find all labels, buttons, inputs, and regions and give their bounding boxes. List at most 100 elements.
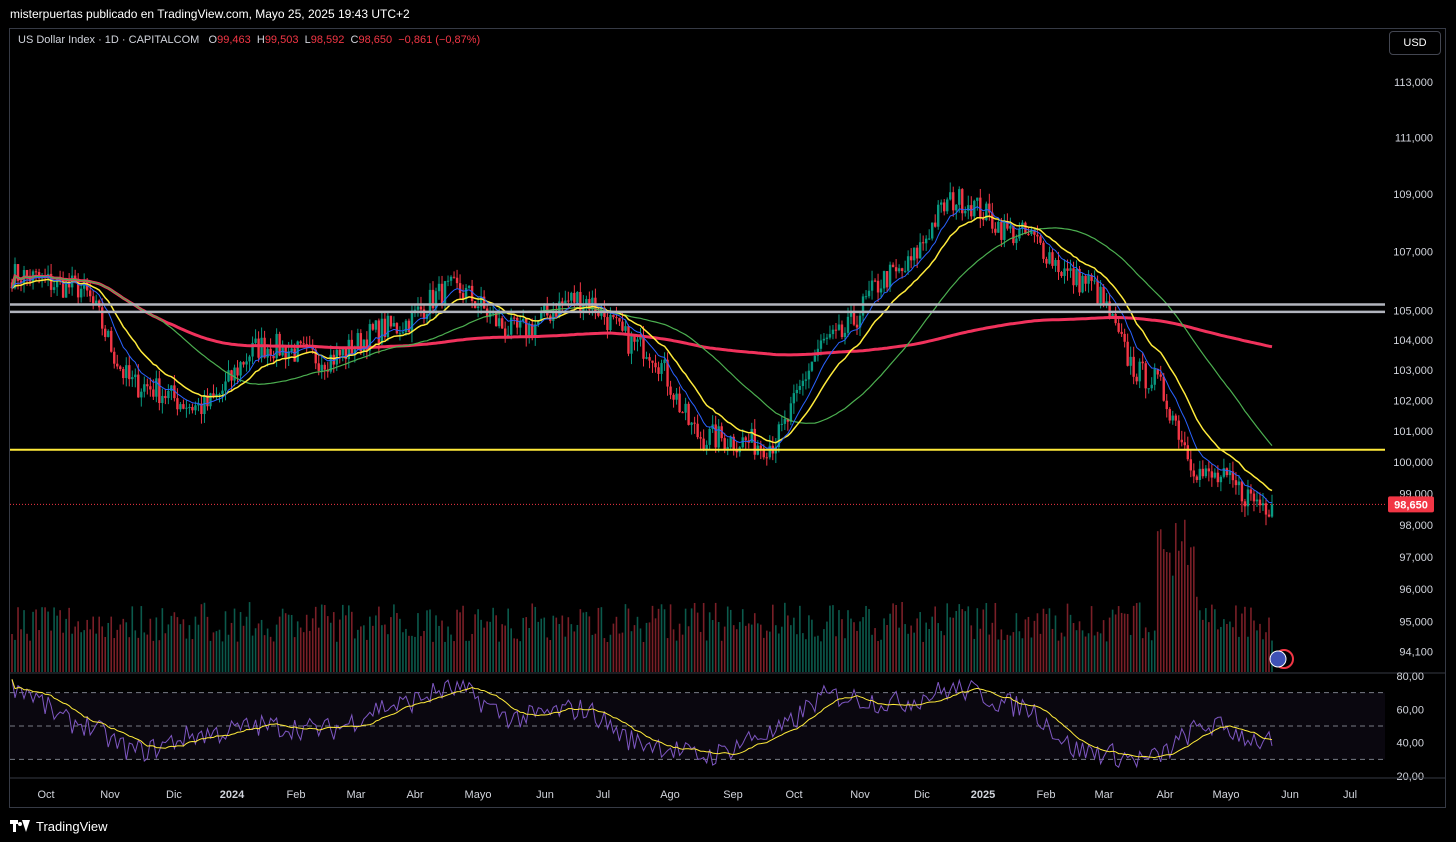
volume-bar — [372, 625, 374, 672]
volume-bar — [1262, 639, 1264, 672]
time-axis-tick: Jun — [536, 789, 554, 801]
volume-bar — [741, 609, 744, 672]
candle-body — [191, 407, 194, 411]
volume-bar — [1087, 633, 1090, 672]
volume-bar — [1108, 617, 1111, 672]
candle-body — [597, 311, 600, 316]
volume-bar — [850, 618, 852, 672]
candle-body — [624, 326, 627, 331]
volume-bar — [925, 622, 927, 672]
candle-body — [639, 335, 642, 340]
volume-bar — [447, 626, 449, 672]
candle-body — [864, 296, 868, 298]
volume-bar — [29, 640, 31, 672]
volume-bar — [958, 604, 961, 672]
candle-body — [428, 289, 432, 315]
volume-bar — [329, 622, 332, 672]
volume-bar — [77, 621, 79, 672]
candle-body — [179, 404, 182, 410]
volume-bar — [1205, 608, 1207, 672]
volume-bar — [994, 602, 997, 672]
volume-bar — [215, 631, 218, 672]
volume-bar — [732, 625, 735, 672]
candle-body — [1006, 221, 1009, 229]
candle-body — [988, 203, 991, 213]
candle-body — [125, 365, 128, 379]
volume-bar — [188, 625, 191, 672]
volume-bar — [901, 602, 903, 672]
candle-body — [149, 386, 152, 390]
candle-body — [813, 355, 817, 362]
candle-body — [1096, 280, 1099, 304]
volume-bar — [1250, 607, 1252, 672]
candle-body — [516, 317, 519, 328]
chart-frame — [9, 28, 1446, 808]
candle-body — [1264, 503, 1268, 515]
candle-body — [1039, 236, 1042, 243]
candle-body — [398, 333, 402, 335]
candle-body — [242, 362, 245, 365]
currency-button[interactable]: USD — [1389, 31, 1441, 55]
time-axis-tick: Jun — [1281, 789, 1299, 801]
volume-bar — [146, 634, 149, 672]
volume-bar — [1018, 631, 1021, 672]
candle-body — [1147, 388, 1150, 390]
volume-bar — [396, 613, 398, 672]
candle-body — [356, 333, 360, 350]
volume-bar — [1051, 628, 1054, 672]
volume-bar — [549, 640, 552, 672]
volume-bar — [1075, 630, 1078, 672]
candle-body — [1153, 368, 1156, 385]
volume-bar — [363, 625, 365, 672]
candle-body — [1075, 269, 1078, 286]
last-price-badge — [1388, 496, 1434, 513]
candle-body — [491, 312, 495, 314]
volume-bar — [729, 609, 732, 672]
volume-bar — [1033, 620, 1036, 672]
volume-bar — [86, 619, 88, 672]
candle-body — [537, 320, 540, 325]
candle-body — [34, 271, 38, 273]
candle-body — [633, 335, 636, 342]
volume-bar — [1138, 602, 1141, 672]
brand-label: TradingView — [36, 818, 108, 834]
candle-body — [669, 386, 672, 395]
candle-body — [1252, 493, 1256, 502]
candle-body — [389, 315, 393, 327]
volume-bar — [260, 619, 263, 672]
volume-bar — [991, 622, 994, 672]
candle-body — [906, 256, 910, 271]
candle-body — [137, 374, 140, 398]
candle-body — [173, 385, 176, 399]
volume-bar — [711, 620, 714, 672]
volume-bar — [1027, 616, 1030, 672]
volume-bar — [104, 636, 107, 672]
candle-body — [206, 395, 209, 407]
volume-bar — [1159, 529, 1162, 672]
volume-bar — [916, 618, 918, 672]
volume-bar — [678, 623, 681, 672]
candle-body — [540, 312, 543, 321]
volume-bar — [564, 636, 567, 672]
volume-bar — [1156, 531, 1159, 672]
candle-body — [555, 311, 558, 317]
candle-body — [534, 324, 537, 336]
volume-bar — [534, 606, 537, 672]
volume-bar — [756, 623, 759, 672]
candle-body — [1009, 225, 1012, 229]
volume-bar — [621, 632, 624, 672]
volume-bar — [176, 617, 179, 672]
volume-bar — [140, 606, 143, 672]
candle-body — [506, 334, 510, 337]
volume-bar — [1123, 613, 1126, 672]
candle-body — [765, 457, 768, 459]
volume-bar — [480, 619, 482, 672]
footer-brand[interactable]: TradingView — [10, 816, 108, 836]
volume-bar — [988, 634, 991, 672]
volume-bar — [847, 610, 849, 672]
close-value: 98,650 — [358, 34, 393, 46]
candle-body — [305, 343, 308, 345]
volume-bar — [290, 614, 293, 672]
volume-bar — [961, 609, 964, 672]
